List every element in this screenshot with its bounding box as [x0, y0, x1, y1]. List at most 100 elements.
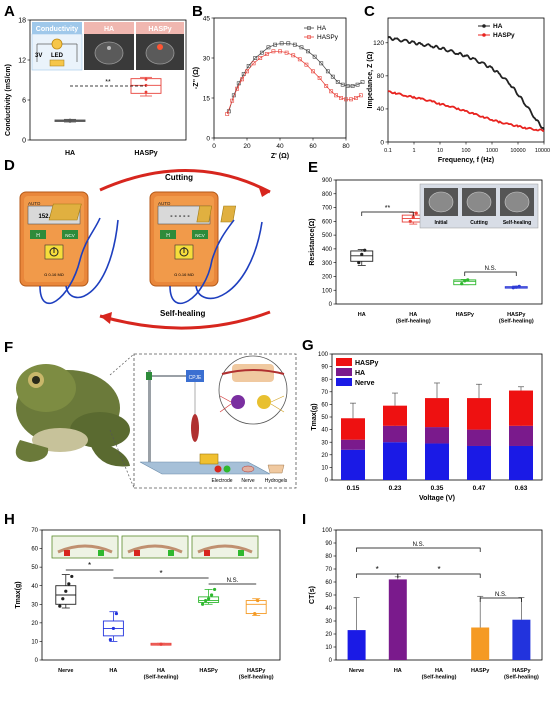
meter-left-ncv-label: NCV: [65, 233, 75, 238]
data-point: [358, 93, 363, 98]
meter-right-ncv-button[interactable]: [192, 230, 208, 239]
data-point: [213, 587, 217, 592]
h-inset-electrode: [168, 550, 174, 556]
plot-frame: [335, 529, 543, 661]
data-point: [306, 49, 310, 54]
led-bulb-icon: [51, 38, 63, 50]
legend-marker: [482, 24, 486, 28]
bar: [512, 619, 531, 660]
data-point: [350, 84, 355, 88]
sig-bracket: [361, 211, 414, 216]
data-point: [108, 637, 112, 642]
wire-left-a: [39, 217, 101, 305]
x-tick-label: 0.23: [389, 485, 402, 492]
y-tick-label: 60: [321, 403, 328, 409]
data-point: [360, 80, 365, 84]
meter-right-brand: AUTO: [158, 201, 171, 206]
meter-left-brand: AUTO: [28, 201, 41, 206]
data-point: [317, 76, 322, 80]
y-tick-label: 80: [321, 377, 328, 383]
y-tick-label: 10: [325, 645, 332, 651]
y-tick-label: 0: [35, 658, 39, 664]
inset-haspy-header: [136, 22, 184, 34]
data-point: [330, 74, 335, 79]
electrode-icon-red: [214, 465, 222, 473]
panel-a-axes: 0 6 12 18 Conductivity (mS/cm) HA HASPy **: [5, 17, 187, 157]
plot-frame: [387, 17, 545, 143]
hydrogel-cut-piece-right: [220, 205, 237, 223]
y-tick-label: 800: [322, 192, 333, 198]
y-tick-label: 0: [329, 658, 333, 664]
data-point: [312, 54, 317, 59]
x-tick-label: HA: [109, 668, 117, 674]
y-tick-label: 700: [322, 206, 333, 212]
bar-nerve: [509, 445, 533, 480]
legend-swatch: [336, 358, 352, 366]
y-axis-label: Resistance(Ω): [309, 218, 316, 265]
data-point: [319, 61, 324, 66]
hydrogel-cut-piece-left: [196, 205, 213, 223]
hydrogel-sample-icon: [49, 59, 65, 67]
data-point: [511, 286, 515, 290]
meter-right-range: Ω 0-16 MΩ: [174, 272, 194, 277]
x-tick-label: HA (Self-healing): [144, 668, 179, 681]
sig-bracket: [464, 271, 517, 276]
legend-hydrogels: Hydrogels: [265, 478, 288, 484]
series-line-haspy: [226, 50, 362, 115]
data-point: [256, 598, 260, 603]
meter-right-h-button[interactable]: [160, 230, 176, 239]
y-tick-label: 70: [31, 528, 38, 534]
data-point: [67, 582, 71, 586]
data-point: [144, 77, 148, 81]
meter-left-ncv-button[interactable]: [62, 230, 78, 239]
legend-marker: [307, 26, 311, 30]
meter-left-h-button[interactable]: [30, 230, 46, 239]
x-tick-label: 0.63: [515, 485, 528, 492]
legend-label: Nerve: [355, 380, 375, 387]
zoom-line-top: [109, 353, 135, 376]
electrode-icon-green: [223, 465, 231, 473]
data-point: [58, 604, 62, 608]
e-inset-label: Cutting: [470, 220, 488, 226]
hydrogel-legend-icon: [267, 464, 285, 474]
y-tick-label: 120: [373, 40, 384, 47]
data-point: [70, 574, 74, 579]
y-tick-label: 12: [18, 57, 26, 64]
x-tick-label: HASPy: [456, 312, 475, 318]
nerve-hydrogel: [232, 364, 274, 382]
cutting-arrow: [99, 169, 271, 194]
legend-label: HASPy: [317, 34, 339, 41]
y-axis-label: Conductivity (mS/cm): [5, 64, 12, 136]
sig-bracket: [356, 573, 399, 578]
y-tick-label: 45: [203, 15, 211, 22]
legend-label: HA: [355, 370, 365, 377]
data-point: [111, 626, 115, 631]
data-point: [408, 219, 412, 223]
data-point: [344, 97, 348, 102]
force-sensor: [186, 370, 204, 382]
y-tick-label: 0: [325, 478, 329, 484]
x-tick-label: 0.35: [431, 485, 444, 492]
x-tick-label: HASPy: [199, 668, 218, 674]
panel-letter-g: G: [302, 337, 314, 354]
sig-label: N.S.: [495, 592, 507, 598]
data-point: [64, 589, 68, 593]
plot-frame: [41, 529, 281, 661]
data-point: [514, 285, 518, 289]
data-point: [251, 61, 256, 66]
e-inset-label: Initial: [434, 220, 448, 226]
y-axis-label: Impedance, Z (Ω): [367, 52, 374, 109]
panel-d-multimeter-diagram: Cutting Self-healing AUTO 152.6 Ω H NCV …: [19, 169, 271, 330]
legend-label: HASPy: [355, 360, 378, 367]
bar-haspy: [383, 405, 407, 426]
data-point: [357, 261, 361, 265]
panel-a-conductivity-chart: Conductivity HA HASPy 3V LED 0 6 12 18 Condu…: [5, 17, 187, 157]
x-tick-label: HASPy (Self-healing): [499, 312, 534, 325]
stand-pole: [148, 370, 151, 466]
y-tick-label: 50: [321, 415, 328, 421]
x-tick-label: HA: [394, 668, 402, 674]
neuron-left: [231, 395, 245, 409]
y-tick-label: 20: [31, 621, 38, 627]
x-tick-label: HA: [65, 150, 75, 157]
y-tick-label: 70: [325, 567, 332, 573]
